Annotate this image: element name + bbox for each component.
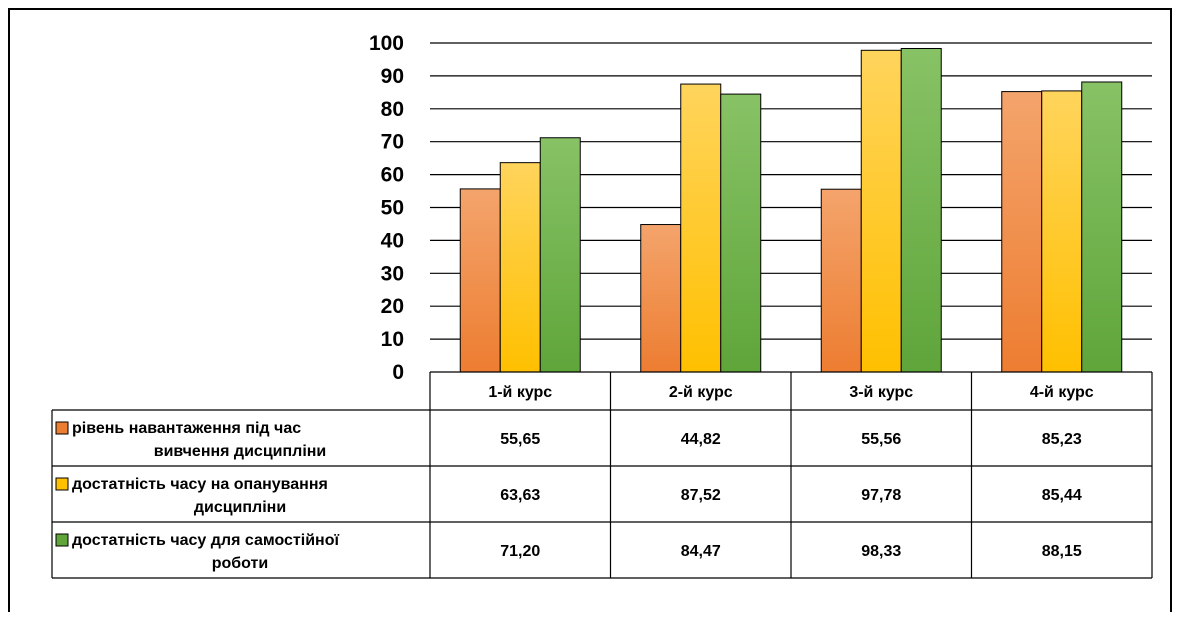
- bar: [720, 93, 762, 373]
- bar: [900, 47, 942, 373]
- legend-label: достатність часу для самостійної: [72, 532, 339, 549]
- data-label: 87,52: [681, 487, 721, 504]
- data-label: 63,63: [500, 487, 540, 504]
- y-tick-label: 60: [381, 164, 404, 187]
- legend-label: дисципліни: [194, 499, 286, 516]
- legend-label: вивчення дисципліни: [154, 443, 327, 460]
- legend-label: роботи: [212, 555, 268, 572]
- chart-frame: [8, 8, 1172, 612]
- y-tick-label: 70: [381, 131, 404, 154]
- y-axis-ticks: 0 10 20 30 40 50 60 70 80 90 100: [369, 32, 404, 384]
- bar: [1041, 90, 1083, 373]
- category-label: 1-й курс: [488, 384, 552, 401]
- y-tick-label: 50: [381, 197, 404, 220]
- data-label: 84,47: [681, 543, 721, 560]
- data-table: 1-й курс 2-й курс 3-й курс 4-й курс рівень н…: [51, 371, 1153, 579]
- y-tick-label: 40: [381, 229, 404, 252]
- bar: [539, 137, 581, 373]
- data-label: 55,56: [861, 431, 901, 448]
- legend-swatch: [55, 477, 69, 491]
- data-label: 44,82: [681, 431, 721, 448]
- bar: [459, 188, 501, 373]
- bar: [1001, 91, 1043, 373]
- y-tick-label: 0: [392, 361, 404, 384]
- category-label: 3-й курс: [849, 384, 913, 401]
- data-label: 71,20: [500, 543, 540, 560]
- data-label: 97,78: [861, 487, 901, 504]
- bar: [1081, 81, 1123, 373]
- data-label: 85,44: [1042, 487, 1082, 504]
- y-tick-label: 80: [381, 98, 404, 121]
- y-tick-label: 20: [381, 295, 404, 318]
- legend-swatch: [55, 421, 69, 435]
- legend-swatch: [55, 533, 69, 547]
- bar: [820, 188, 862, 373]
- data-label: 85,23: [1042, 431, 1082, 448]
- data-label: 55,65: [500, 431, 540, 448]
- bar: [499, 162, 541, 373]
- data-label: 98,33: [861, 543, 901, 560]
- category-label: 2-й курс: [669, 384, 733, 401]
- bar: [860, 49, 902, 373]
- y-tick-label: 10: [381, 328, 404, 351]
- category-label: 4-й курс: [1030, 384, 1094, 401]
- bars: [459, 47, 1123, 373]
- bar: [680, 83, 722, 373]
- y-tick-label: 30: [381, 262, 404, 285]
- y-tick-label: 90: [381, 65, 404, 88]
- data-label: 88,15: [1042, 543, 1082, 560]
- legend-label: достатність часу на опанування: [72, 476, 328, 493]
- legend-label: рівень навантаження під час: [72, 420, 301, 437]
- bar: [640, 224, 682, 373]
- y-tick-label: 100: [369, 32, 404, 55]
